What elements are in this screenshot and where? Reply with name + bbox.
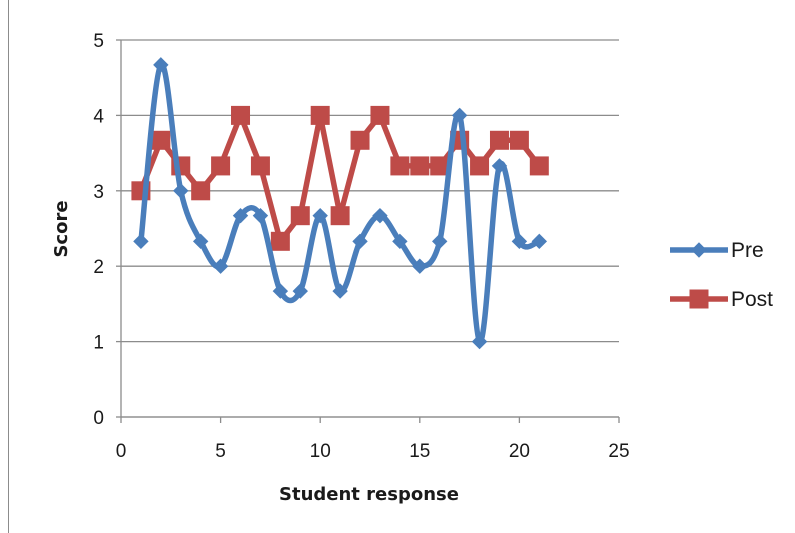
data-point-pre (471, 333, 488, 350)
data-point-post (529, 156, 549, 176)
legend-marker-post (689, 289, 709, 309)
y-axis-title: Score (51, 200, 72, 257)
legend-marker-pre (691, 242, 707, 258)
data-point-pre (212, 258, 229, 274)
series-group (131, 57, 549, 350)
data-point-pre (491, 158, 508, 174)
legend-item-pre: Pre (670, 239, 764, 262)
data-point-post (509, 130, 529, 150)
data-point-post (370, 105, 390, 125)
data-point-post (191, 181, 211, 201)
legend: Pre Post (670, 239, 773, 311)
data-point-post (330, 206, 350, 226)
legend-label-pre: Pre (731, 239, 764, 262)
data-point-pre (432, 233, 448, 250)
data-point-pre (531, 233, 548, 250)
data-point-pre (412, 258, 428, 274)
data-point-pre (153, 57, 169, 73)
chart-frame (8, 0, 795, 533)
data-point-pre (372, 207, 388, 224)
y-tick-label: 2 (93, 257, 104, 278)
data-point-pre (332, 283, 348, 299)
data-point-post (410, 156, 430, 176)
legend-item-post: Post (670, 288, 773, 311)
data-point-pre (232, 207, 249, 224)
data-point-post (151, 130, 171, 150)
data-point-post (489, 130, 509, 150)
data-point-post (270, 231, 290, 251)
data-point-post (390, 156, 410, 176)
data-point-pre (272, 283, 289, 299)
y-tick-label: 4 (93, 106, 104, 127)
legend-label-post: Post (731, 288, 773, 311)
data-point-post (290, 206, 310, 226)
data-point-post (231, 105, 251, 125)
series-pre (133, 57, 548, 350)
x-tick-label: 20 (509, 441, 530, 462)
data-point-post (250, 156, 270, 176)
y-tick-label: 5 (93, 31, 104, 52)
data-point-pre (511, 233, 528, 250)
y-tick-label: 1 (93, 333, 104, 354)
data-point-post (211, 156, 231, 176)
x-tick-label: 5 (215, 441, 226, 462)
data-point-pre (192, 233, 209, 250)
data-point-pre (392, 233, 408, 250)
x-tick-label: 10 (310, 441, 331, 462)
y-tick-label: 0 (93, 408, 104, 429)
data-point-pre (451, 107, 468, 124)
x-tick-label: 15 (409, 441, 430, 462)
data-point-pre (252, 207, 269, 224)
data-point-pre (312, 207, 328, 224)
data-point-pre (292, 283, 308, 299)
data-point-post (310, 105, 330, 125)
x-tick-label: 0 (116, 441, 127, 462)
data-point-pre (352, 233, 368, 250)
x-tick-label: 25 (608, 441, 629, 462)
data-point-post (470, 156, 490, 176)
y-tick-label: 3 (93, 182, 104, 203)
data-point-pre (133, 233, 149, 250)
data-point-pre (173, 183, 189, 199)
x-axis-title: Student response (279, 484, 459, 505)
data-point-post (350, 130, 370, 150)
axes: 0 1 2 3 4 5 0 5 10 15 20 25 (93, 31, 629, 462)
